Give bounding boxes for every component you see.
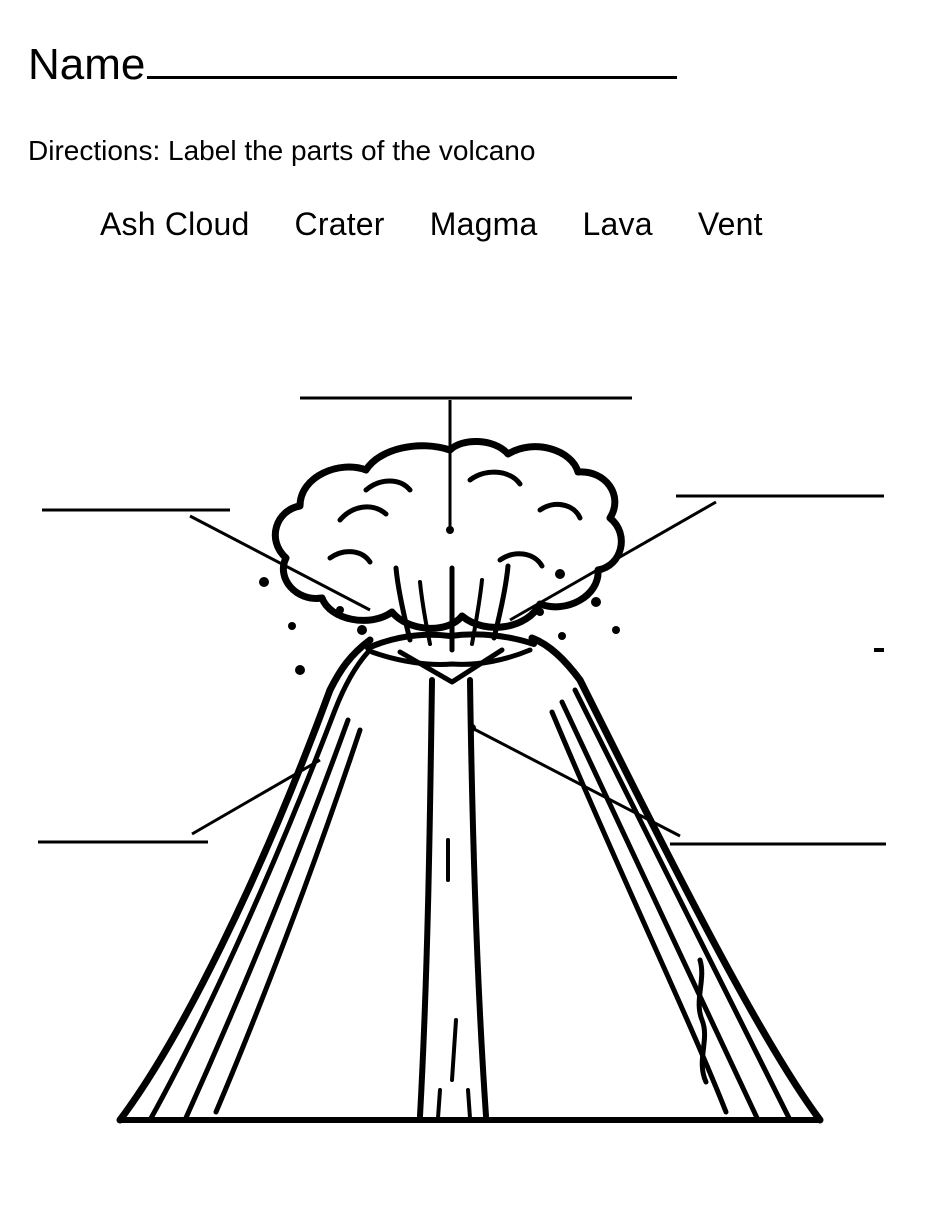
word-bank-item: Magma — [430, 206, 538, 242]
worksheet-page: Name Directions: Label the parts of the … — [0, 0, 940, 1214]
volcano-svg — [0, 320, 940, 1170]
word-bank-item: Crater — [295, 206, 385, 242]
word-bank: Ash Cloud Crater Magma Lava Vent — [100, 206, 763, 243]
word-bank-item: Vent — [698, 206, 763, 242]
word-bank-item: Ash Cloud — [100, 206, 249, 242]
name-row: Name — [28, 40, 677, 90]
leader-lower-right — [472, 728, 680, 836]
directions-text: Directions: Label the parts of the volca… — [28, 135, 535, 167]
name-input-line[interactable] — [147, 40, 677, 79]
name-label: Name — [28, 40, 145, 90]
volcano-diagram — [0, 320, 940, 1170]
word-bank-item: Lava — [583, 206, 653, 242]
